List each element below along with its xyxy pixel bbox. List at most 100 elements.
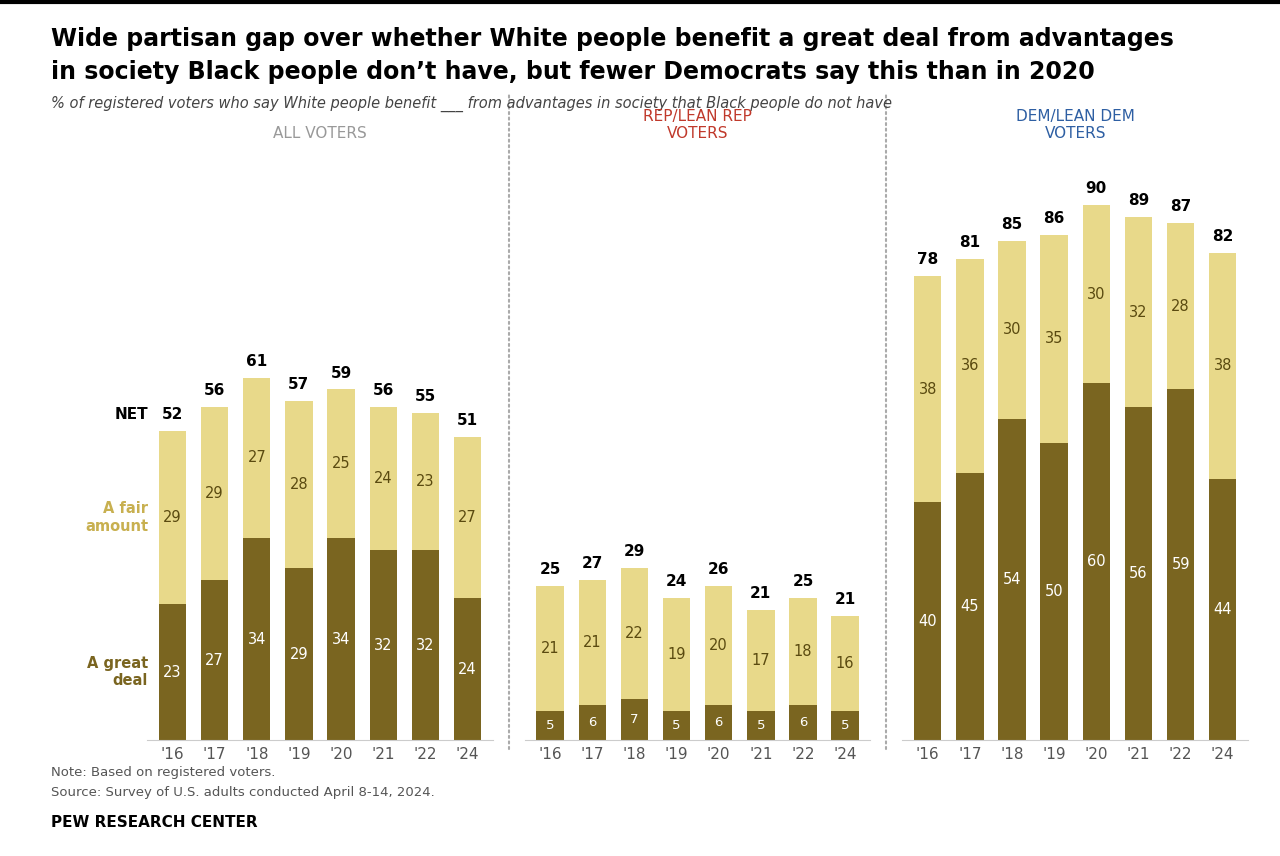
Bar <box>454 437 481 597</box>
Text: 27: 27 <box>247 450 266 466</box>
Text: 55: 55 <box>415 389 436 404</box>
Text: 54: 54 <box>1002 573 1021 587</box>
Text: Note: Based on registered voters.: Note: Based on registered voters. <box>51 766 275 779</box>
Text: 6: 6 <box>714 716 723 729</box>
Bar <box>1125 217 1152 407</box>
Bar <box>1041 443 1068 740</box>
Bar <box>412 413 439 550</box>
Text: 40: 40 <box>918 614 937 629</box>
Text: 85: 85 <box>1001 217 1023 232</box>
Text: 30: 30 <box>1087 287 1106 302</box>
Text: 20: 20 <box>709 638 728 653</box>
Bar <box>748 609 774 710</box>
Bar <box>914 276 941 502</box>
Bar <box>328 538 355 740</box>
Text: 50: 50 <box>1044 584 1064 599</box>
Text: DEM/LEAN DEM
VOTERS: DEM/LEAN DEM VOTERS <box>1016 109 1134 141</box>
Bar <box>705 586 732 704</box>
Text: 21: 21 <box>750 586 772 601</box>
Text: 5: 5 <box>672 719 681 732</box>
Text: 52: 52 <box>161 407 183 422</box>
Text: 59: 59 <box>330 366 352 381</box>
Text: 32: 32 <box>1129 305 1148 319</box>
Text: REP/LEAN REP
VOTERS: REP/LEAN REP VOTERS <box>643 109 753 141</box>
Text: 23: 23 <box>416 474 435 489</box>
Text: 16: 16 <box>836 656 854 670</box>
Bar <box>579 580 605 704</box>
Text: 34: 34 <box>332 632 351 647</box>
Text: 25: 25 <box>539 562 561 577</box>
Bar <box>914 502 941 740</box>
Text: 26: 26 <box>708 562 730 577</box>
Text: 56: 56 <box>204 383 225 398</box>
Bar <box>328 389 355 538</box>
Text: 29: 29 <box>205 486 224 501</box>
Text: 27: 27 <box>458 510 477 525</box>
Text: 29: 29 <box>623 544 645 559</box>
Text: 90: 90 <box>1085 181 1107 196</box>
Text: 36: 36 <box>961 358 979 373</box>
Bar <box>370 407 397 550</box>
Text: 34: 34 <box>247 632 266 647</box>
Text: 51: 51 <box>457 413 477 428</box>
Bar <box>285 401 312 568</box>
Text: 29: 29 <box>289 646 308 662</box>
Text: 44: 44 <box>1213 602 1231 617</box>
Text: 82: 82 <box>1212 229 1234 244</box>
Bar <box>1210 479 1236 740</box>
Bar <box>956 259 983 473</box>
Text: 59: 59 <box>1171 557 1190 573</box>
Bar <box>201 407 228 580</box>
Text: 21: 21 <box>835 591 856 607</box>
Text: 5: 5 <box>545 719 554 732</box>
Text: 17: 17 <box>751 652 771 668</box>
Text: 38: 38 <box>919 382 937 397</box>
Text: in society Black people don’t have, but fewer Democrats say this than in 2020: in society Black people don’t have, but … <box>51 60 1094 84</box>
Text: 87: 87 <box>1170 199 1192 214</box>
Text: 86: 86 <box>1043 211 1065 226</box>
Text: 61: 61 <box>246 354 268 369</box>
Text: 18: 18 <box>794 644 813 659</box>
Bar <box>790 597 817 704</box>
Bar <box>998 419 1025 740</box>
Bar <box>663 597 690 710</box>
Text: 5: 5 <box>756 719 765 732</box>
Text: % of registered voters who say White people benefit ___ from advantages in socie: % of registered voters who say White peo… <box>51 96 892 112</box>
Bar <box>621 698 648 740</box>
Bar <box>201 580 228 740</box>
Text: 38: 38 <box>1213 358 1231 373</box>
Bar <box>1041 235 1068 443</box>
Text: 27: 27 <box>581 556 603 571</box>
Bar <box>1210 253 1236 479</box>
Bar <box>1167 223 1194 389</box>
Bar <box>1083 205 1110 383</box>
Bar <box>705 704 732 740</box>
Text: 7: 7 <box>630 713 639 726</box>
Text: 60: 60 <box>1087 555 1106 569</box>
Text: ALL VOTERS: ALL VOTERS <box>273 126 367 141</box>
Text: PEW RESEARCH CENTER: PEW RESEARCH CENTER <box>51 815 257 830</box>
Bar <box>621 568 648 698</box>
Bar <box>956 473 983 740</box>
Bar <box>159 431 186 603</box>
Text: 5: 5 <box>841 719 850 732</box>
Text: NET: NET <box>114 407 148 422</box>
Bar <box>536 586 563 710</box>
Bar <box>579 704 605 740</box>
Text: 25: 25 <box>332 456 351 472</box>
Text: 29: 29 <box>163 510 182 525</box>
Text: 45: 45 <box>960 599 979 614</box>
Bar <box>832 615 859 710</box>
Bar <box>998 241 1025 419</box>
Text: 23: 23 <box>164 664 182 680</box>
Bar <box>790 704 817 740</box>
Bar <box>454 597 481 740</box>
Text: 28: 28 <box>289 477 308 492</box>
Text: 89: 89 <box>1128 193 1149 208</box>
Text: 27: 27 <box>205 652 224 668</box>
Bar <box>536 710 563 740</box>
Bar <box>412 550 439 740</box>
Bar <box>832 710 859 740</box>
Text: 30: 30 <box>1002 323 1021 337</box>
Text: 35: 35 <box>1044 331 1064 347</box>
